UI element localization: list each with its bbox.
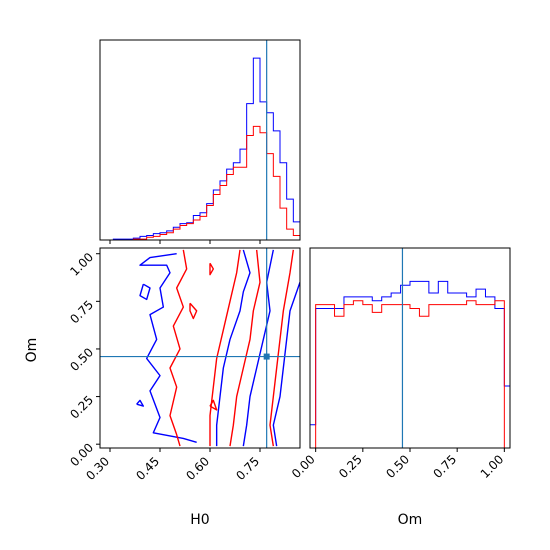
om-hist-series-blue — [309, 280, 511, 448]
contour-blue-outer-1 — [215, 249, 251, 447]
h0-hist-frame — [99, 39, 301, 241]
contour-lines — [136, 249, 300, 447]
contour-red-inner-8 — [229, 249, 261, 447]
xlabel-om: Om — [398, 512, 423, 528]
contour-frame — [99, 247, 301, 449]
h0-histogram-panel — [99, 39, 301, 244]
contour-blue-island-5 — [136, 399, 145, 407]
contour-red-island-12 — [209, 399, 218, 411]
contour-red-outer-7 — [209, 249, 241, 447]
contour-red-inner-9 — [269, 249, 295, 447]
xlabel-h0: H0 — [190, 512, 209, 528]
contour-blue-outer-0 — [139, 253, 197, 443]
contour-blue-inner-3 — [272, 282, 300, 447]
ylabel-om: Om — [24, 338, 40, 363]
contour-red-island-10 — [209, 262, 215, 276]
contour-blue-island-4 — [139, 283, 151, 301]
truth-marker — [263, 353, 270, 360]
h0-hist-series-red — [100, 125, 301, 241]
contour-red-island-11 — [189, 302, 198, 320]
contour-red-outer-6 — [169, 249, 188, 447]
om-hist-series-red — [310, 300, 510, 449]
